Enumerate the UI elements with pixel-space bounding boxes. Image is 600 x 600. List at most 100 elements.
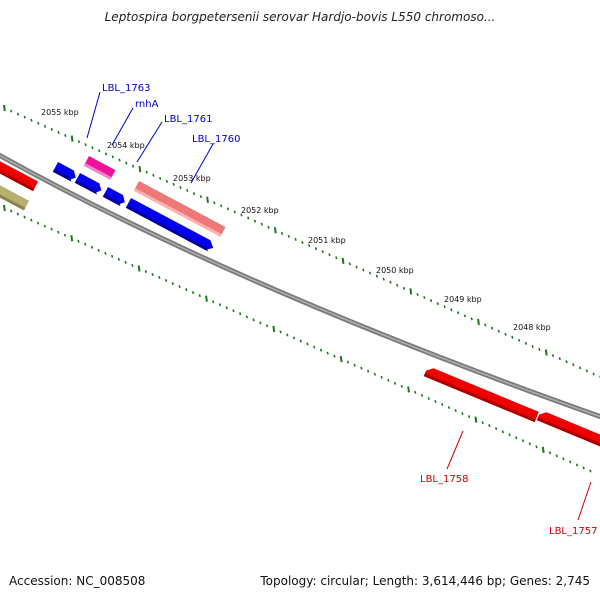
outer-tick [118, 158, 121, 162]
outer-tick [423, 296, 426, 300]
inner-tick [461, 412, 464, 416]
outer-tick-ring [3, 104, 600, 379]
inner-tick [562, 457, 565, 461]
gene-label-LBL_1761: LBL_1761 [164, 114, 212, 125]
gene-feature-LBL_1761 [102, 187, 125, 207]
outer-tick [186, 189, 189, 193]
outer-tick [402, 286, 406, 290]
kbp-label-2053: 2053 kbp [173, 174, 211, 183]
outer-tick [37, 121, 40, 125]
inner-tick [131, 263, 134, 267]
gene-callouts [86, 91, 592, 521]
inner-tick [541, 446, 545, 453]
outer-tick [192, 192, 196, 196]
inner-tick [272, 325, 276, 333]
outer-tick [341, 257, 345, 264]
outer-tick [585, 369, 589, 373]
gene-label-LBL_1760: LBL_1760 [192, 134, 240, 145]
inner-tick [353, 363, 356, 367]
inner-tick [191, 291, 195, 295]
kbp-label-2054: 2054 kbp [107, 141, 145, 150]
outer-tick [592, 372, 595, 376]
gene-feature-olive-left [0, 181, 30, 211]
outer-tick [30, 118, 33, 122]
inner-tick [400, 384, 403, 388]
outer-tick [335, 256, 338, 260]
outer-tick [321, 250, 324, 254]
gene-feature-LBL_1758 [423, 368, 539, 423]
inner-tick [393, 381, 397, 385]
gene-labels: LBL_1763 rnhA LBL_1761 LBL_1760 LBL_1758… [102, 83, 597, 537]
kbp-label-2051: 2051 kbp [308, 236, 346, 245]
inner-tick [198, 294, 201, 298]
outer-tick [308, 244, 311, 248]
inner-tick [16, 212, 20, 216]
inner-tick [171, 282, 174, 286]
inner-tick [137, 265, 141, 272]
inner-tick [252, 318, 255, 322]
outer-tick [484, 323, 487, 327]
inner-tick [232, 309, 235, 313]
inner-tick [36, 221, 40, 225]
outer-tick [409, 288, 413, 295]
gene-feature-red-left [0, 158, 39, 192]
inner-tick [279, 330, 282, 334]
inner-tick-ring [3, 204, 592, 473]
outer-tick [219, 204, 223, 208]
outer-tick [396, 283, 399, 287]
kbp-labels: 2055 kbp 2054 kbp 2053 kbp 2052 kbp 2051… [41, 108, 551, 332]
outer-tick [145, 170, 148, 174]
inner-tick [474, 416, 478, 423]
outer-tick [43, 124, 47, 128]
inner-tick [3, 204, 6, 212]
kbp-label-2052: 2052 kbp [241, 206, 279, 215]
inner-tick [164, 279, 168, 283]
inner-tick [346, 360, 350, 364]
inner-tick [494, 427, 498, 431]
outer-tick [416, 292, 419, 296]
inner-tick [333, 354, 336, 358]
outer-tick [544, 349, 548, 356]
outer-tick [10, 109, 13, 113]
inner-tick [245, 315, 249, 319]
outer-tick [328, 253, 331, 257]
inner-tick [9, 209, 13, 213]
outer-tick [125, 161, 128, 165]
outer-tick [179, 185, 182, 189]
inner-tick [104, 251, 107, 255]
outer-tick [240, 213, 243, 217]
callout-LBL_1758 [446, 430, 464, 470]
gene-feature-blue-long [125, 198, 214, 252]
inner-tick [84, 242, 87, 246]
outer-tick [98, 149, 101, 153]
inner-tick [589, 469, 592, 473]
kbp-label-2050: 2050 kbp [376, 266, 414, 275]
outer-tick [531, 344, 534, 348]
gene-feature-LBL_1763 [52, 162, 76, 182]
gene-label-rnhA: rnhA [135, 99, 159, 110]
inner-tick [535, 445, 538, 449]
outer-tick [287, 234, 291, 238]
inner-tick [306, 342, 309, 346]
outer-tick [429, 299, 433, 303]
gene-feature-blue-2 [74, 173, 102, 195]
outer-tick [572, 363, 575, 367]
outer-tick [206, 196, 209, 203]
outer-tick [368, 271, 372, 275]
inner-tick [299, 339, 302, 343]
inner-tick [481, 421, 484, 425]
outer-tick [213, 201, 216, 205]
inner-tick [360, 366, 363, 370]
inner-tick [117, 257, 121, 261]
inner-tick [259, 321, 262, 325]
inner-tick [70, 235, 74, 242]
inner-tick [501, 430, 504, 434]
inner-tick [43, 224, 46, 228]
inner-tick [508, 433, 511, 437]
outer-tick [57, 130, 60, 134]
outer-tick [267, 225, 270, 229]
inner-tick [30, 218, 33, 222]
inner-tick [515, 436, 518, 440]
inner-tick [488, 424, 491, 428]
